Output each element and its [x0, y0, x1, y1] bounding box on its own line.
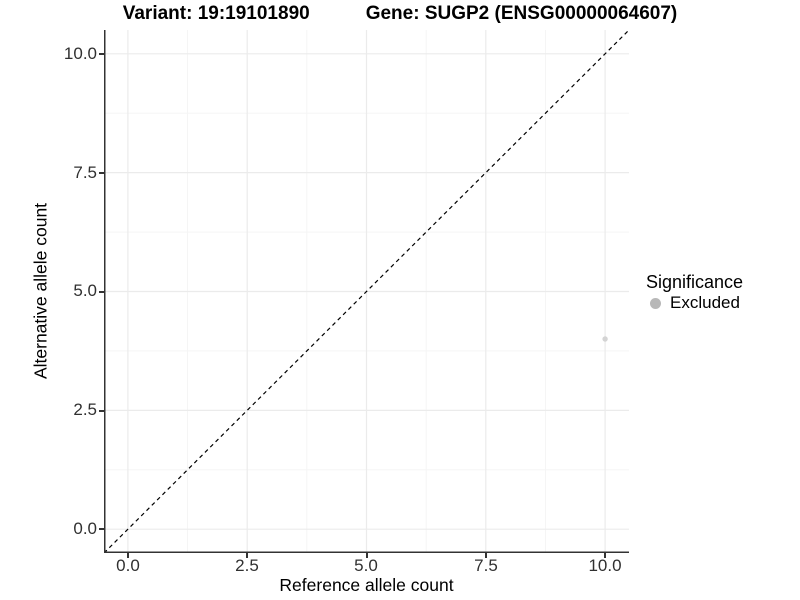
y-tick-mark — [99, 172, 104, 174]
y-tick-label: 10.0 — [63, 44, 97, 63]
x-axis-title: Reference allele count — [279, 575, 454, 595]
x-tick-label: 5.0 — [354, 556, 378, 575]
legend-item-excluded: Excluded — [650, 294, 743, 312]
y-tick-mark — [99, 409, 104, 412]
variant-title: Variant: 19:19101890 — [122, 3, 310, 24]
y-tick-mark — [99, 290, 104, 293]
legend-point-icon — [650, 297, 661, 309]
data-point-excluded — [602, 336, 608, 342]
x-tick-mark — [127, 553, 129, 558]
y-tick-label: 2.5 — [73, 400, 97, 419]
x-tick-label: 7.5 — [474, 556, 498, 575]
legend: Significance Excluded — [646, 272, 743, 312]
plot-panel — [103, 29, 630, 554]
x-tick-label: 0.0 — [116, 556, 140, 575]
y-tick-mark — [99, 528, 104, 530]
y-tick-mark — [99, 53, 104, 55]
gene-title: Gene: SUGP2 (ENSG00000064607) — [365, 3, 678, 24]
x-tick-mark — [604, 553, 606, 558]
y-axis-title: Alternative allele count — [30, 202, 51, 380]
y-tick-label: 7.5 — [73, 163, 97, 182]
x-tick-mark — [485, 553, 487, 558]
y-tick-label: 0.0 — [73, 519, 97, 538]
legend-title: Significance — [646, 272, 744, 292]
identity-reference-line — [103, 29, 630, 554]
legend-item-label: Excluded — [670, 293, 740, 312]
plot-title-row: Variant: 19:19101890 Gene: SUGP2 (ENSG00… — [0, 2, 800, 26]
x-tick-mark — [246, 553, 248, 558]
x-tick-mark — [365, 553, 368, 558]
plot-canvas — [103, 29, 630, 554]
y-tick-label: 5.0 — [73, 281, 97, 300]
grid-major — [104, 30, 629, 553]
x-tick-label: 10.0 — [588, 556, 622, 575]
x-tick-label: 2.5 — [235, 556, 259, 575]
